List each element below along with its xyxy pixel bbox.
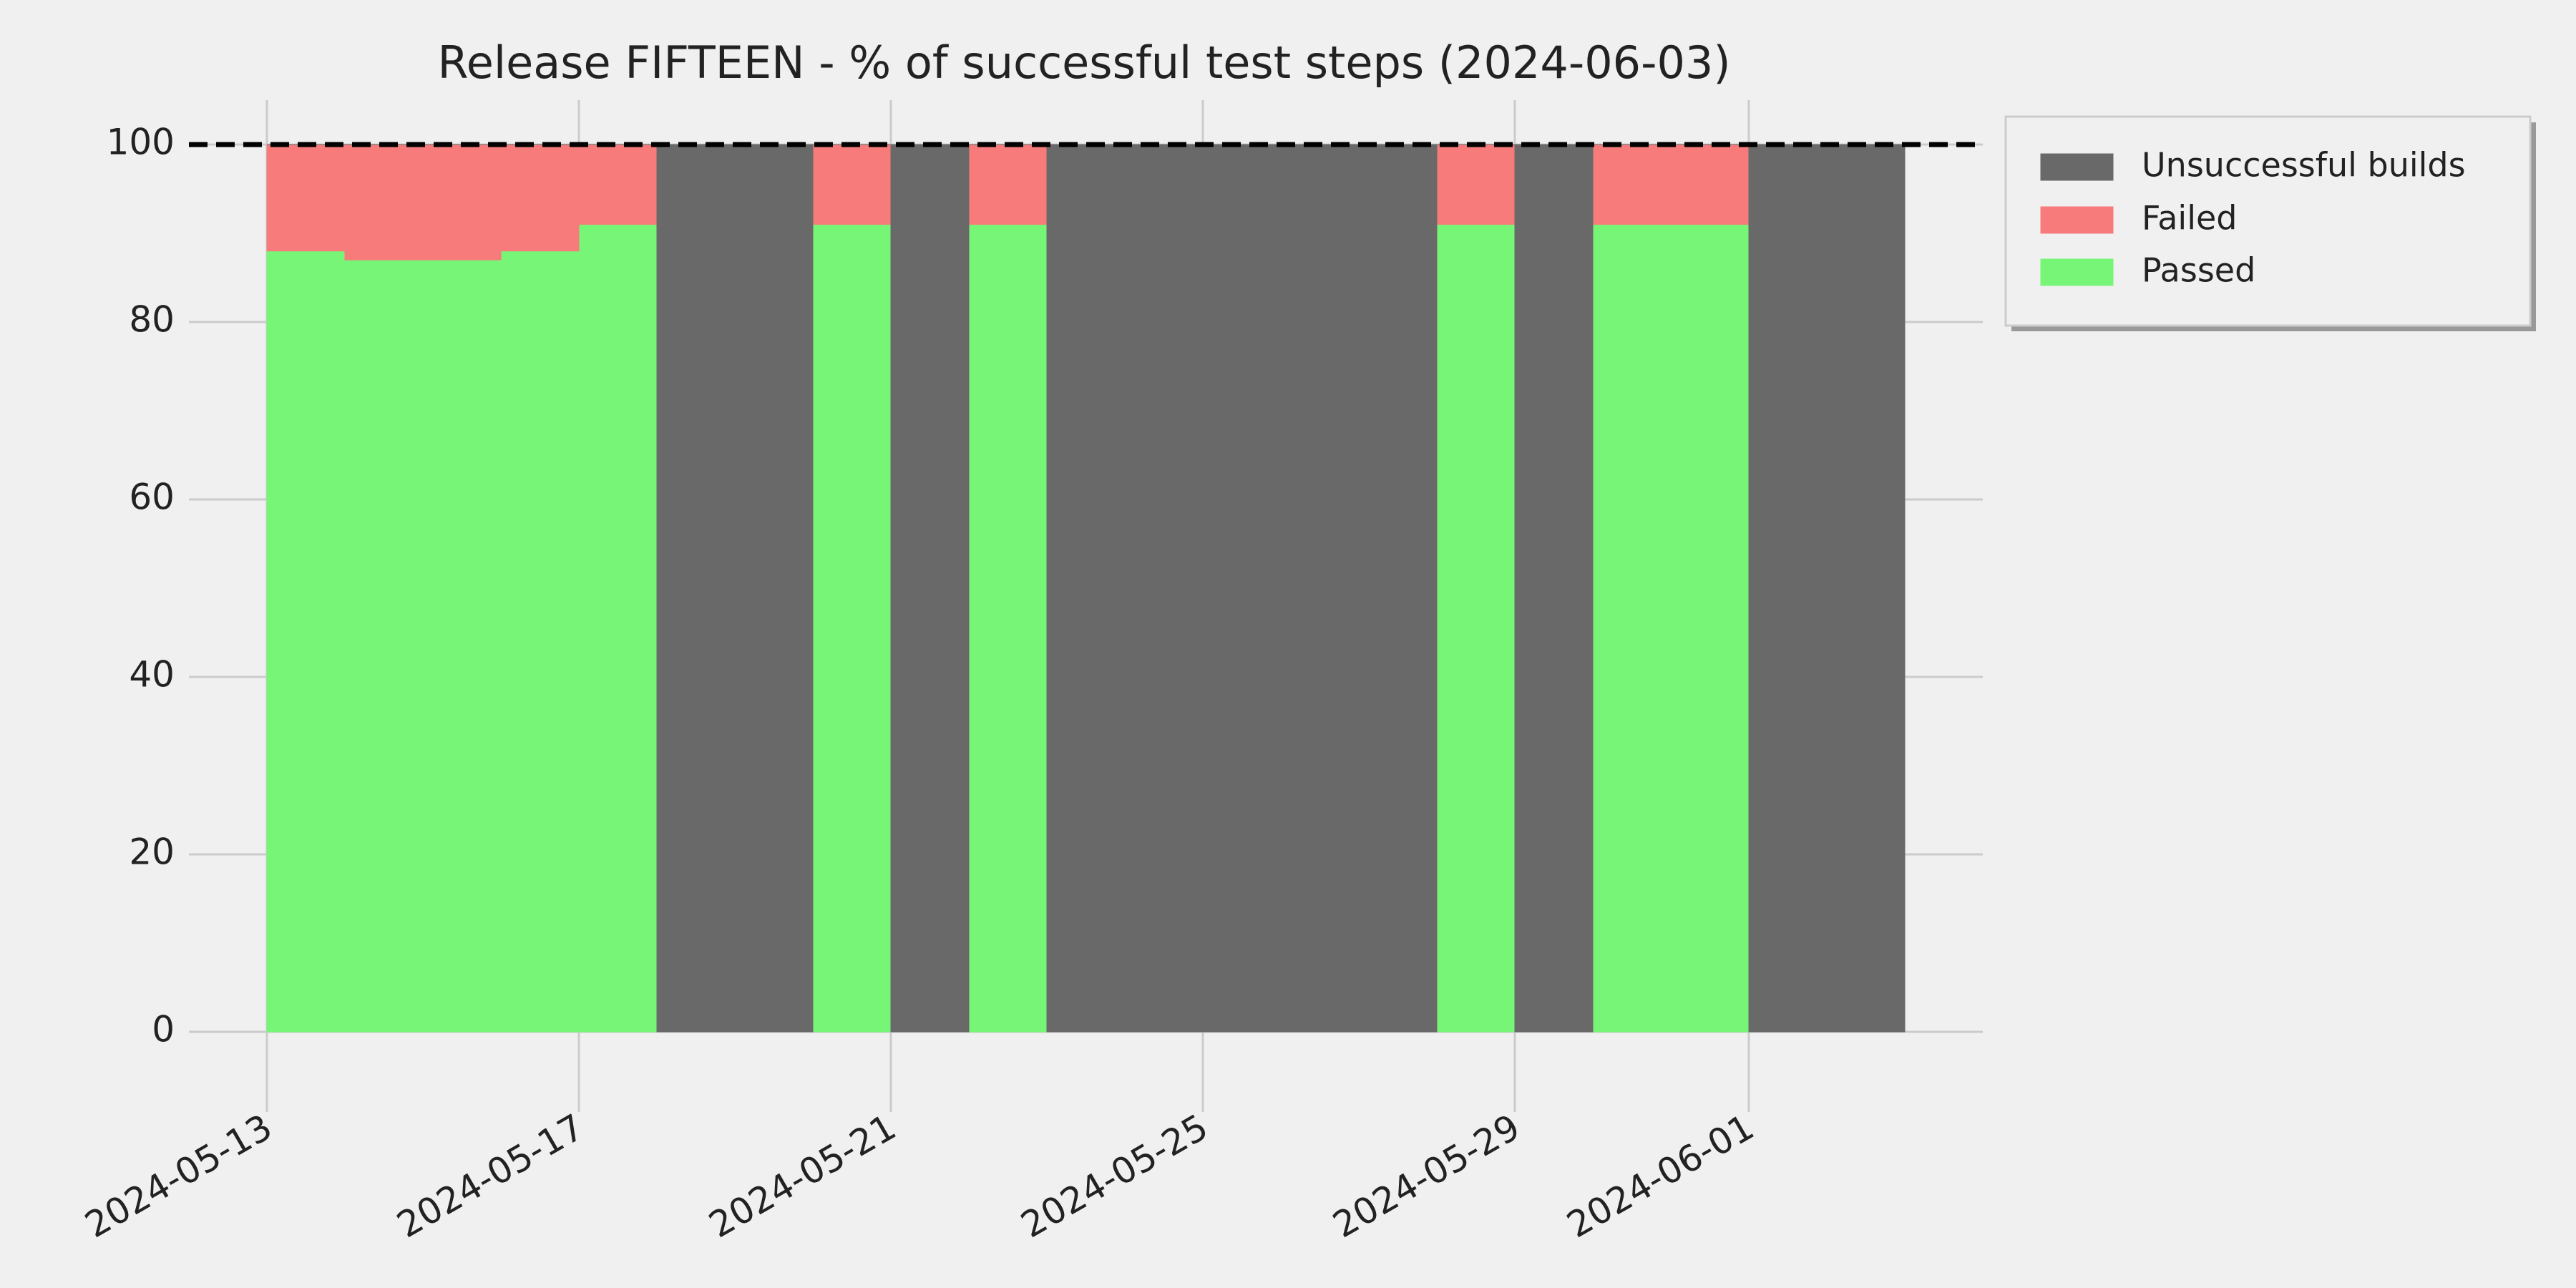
y-tick-label: 100 [107, 122, 175, 163]
chart-title: Release FIFTEEN - % of successful test s… [437, 36, 1730, 89]
y-tick-label: 40 [129, 654, 175, 696]
y-tick-label: 80 [129, 299, 175, 341]
y-tick-label: 20 [129, 831, 175, 873]
y-tick-label: 0 [152, 1009, 175, 1050]
legend-swatch [2040, 153, 2114, 181]
legend-swatch [2040, 206, 2114, 234]
legend-label: Failed [2142, 199, 2238, 238]
y-tick-label: 60 [129, 477, 175, 518]
legend-label: Unsuccessful builds [2142, 146, 2466, 185]
legend: Unsuccessful builds Failed Passed [2004, 115, 2536, 331]
legend-label: Passed [2142, 251, 2255, 290]
legend-swatch [2040, 258, 2114, 286]
legend-box [2004, 115, 2532, 327]
